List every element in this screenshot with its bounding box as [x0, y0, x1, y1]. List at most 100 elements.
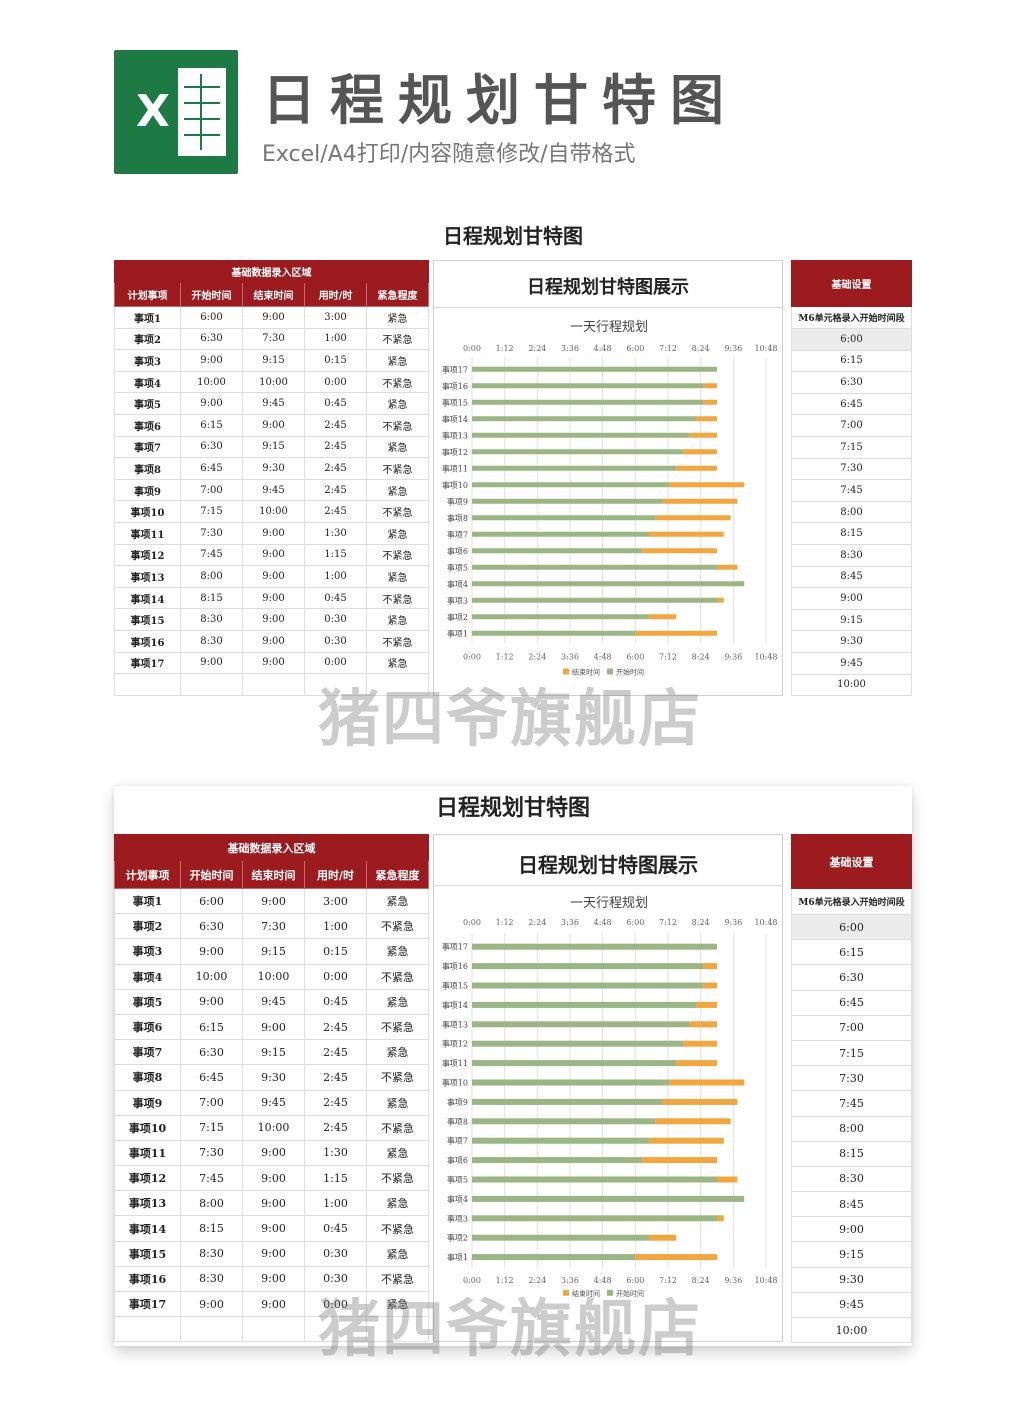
table-cell: 10:00	[242, 963, 305, 990]
table-cell: 紧急	[366, 435, 429, 459]
table-row: 事项1 6:00 9:00 3:00 紧急	[114, 306, 429, 329]
x-tick-label: 0:00	[463, 918, 481, 927]
bar-start-time	[472, 982, 704, 989]
table-cell: 紧急	[366, 349, 429, 372]
bar-duration	[648, 531, 724, 537]
table-cell: 紧急	[366, 306, 429, 329]
bar-duration	[717, 1215, 724, 1222]
y-category-label: 事项15	[442, 397, 468, 407]
table-cell: 6:00	[180, 887, 243, 915]
settings-value: 8:30	[791, 543, 912, 567]
table-cell: 0:15	[304, 938, 367, 965]
bar-start-time	[472, 1079, 670, 1086]
x-tick-label: 6:00	[626, 344, 644, 353]
settings-value: 9:30	[791, 1266, 912, 1293]
table-cell: 7:30	[242, 913, 305, 940]
table-cell: 事项7	[114, 435, 181, 459]
bar-start-time	[472, 1195, 745, 1202]
y-category-label: 事项4	[447, 1194, 468, 1204]
y-category-label: 事项15	[442, 981, 468, 991]
settings-row: 9:30	[791, 630, 912, 653]
x-tick-label: 2:24	[528, 344, 546, 353]
table-cell: 9:00	[242, 1165, 305, 1192]
bar-start-time	[472, 1001, 697, 1008]
x-tick-label: 0:00	[463, 1276, 481, 1285]
table-cell: 9:00	[242, 1215, 305, 1242]
bar-duration	[689, 432, 717, 438]
table-cell: 8:30	[180, 608, 243, 631]
y-category-label: 事项9	[447, 1097, 468, 1107]
table-row: 事项5 9:00 9:45 0:45 紧急	[114, 392, 429, 415]
table-cell: 事项1	[114, 306, 181, 329]
x-tick-label: 10:48	[754, 918, 777, 927]
table-cell: 事项16	[114, 629, 181, 653]
table-row: 事项13 8:00 9:00 1:00 紧急	[114, 1190, 429, 1217]
table-row: 事项11 7:30 9:00 1:30 紧急	[114, 521, 429, 545]
table-row: 事项8 6:45 9:30 2:45 不紧急	[114, 1064, 429, 1091]
table-cell: 事项12	[114, 543, 181, 567]
table-cell: 3:00	[304, 306, 367, 329]
legend-swatch-start	[607, 1289, 613, 1296]
bar-duration	[717, 1176, 738, 1183]
legend-swatch-start	[607, 668, 613, 675]
table-row: 事项15 8:30 9:00 0:30 紧急	[114, 1240, 429, 1267]
column-header: 开始时间	[180, 860, 243, 889]
data-table: 基础数据录入区域 计划事项 开始时间 结束时间 用时/时 紧急程度 事项1 6:00 9:00 3…	[114, 260, 429, 696]
x-tick-label: 9:36	[724, 344, 742, 353]
y-category-label: 事项10	[442, 480, 468, 490]
x-tick-label: 10:48	[754, 344, 777, 353]
legend-label: 开始时间	[616, 1289, 644, 1298]
table-cell: 不紧急	[366, 500, 429, 523]
settings-table: 基础设置 M6单元格录入开始时间段 6:00 6:15 6:30 6:45 7:00 7:15…	[791, 260, 912, 697]
bar-start-time	[472, 1234, 649, 1241]
x-tick-label: 7:12	[659, 1276, 677, 1285]
table-cell: 6:30	[180, 435, 243, 459]
settings-value: 8:00	[791, 1115, 912, 1142]
table-cell: 不紧急	[366, 457, 429, 480]
settings-row: 7:45	[791, 479, 912, 502]
excel-logo-icon: X	[114, 50, 238, 174]
table-row: 事项14 8:15 9:00 0:45 不紧急	[114, 1215, 429, 1242]
table-cell: 0:15	[304, 349, 367, 372]
table-cell: 9:00	[242, 1139, 305, 1167]
x-tick-label: 4:48	[594, 653, 612, 662]
y-category-label: 事项17	[442, 942, 468, 952]
table-cell: 2:45	[304, 457, 367, 480]
x-tick-label: 7:12	[659, 344, 677, 353]
y-category-label: 事项7	[447, 1136, 468, 1146]
table-cell: 6:45	[180, 457, 243, 480]
table-cell: 事项10	[114, 1114, 181, 1141]
bar-start-time	[472, 1254, 636, 1261]
table-cell: 事项13	[114, 565, 181, 588]
table-cell: 2:45	[304, 435, 367, 459]
settings-row: 7:00	[791, 1014, 912, 1041]
settings-row: 7:00	[791, 414, 912, 437]
table-row: 事项8 6:45 9:30 2:45 不紧急	[114, 457, 429, 480]
table-cell: 事项12	[114, 1165, 181, 1192]
x-tick-label: 0:00	[463, 653, 481, 662]
table-cell: 9:00	[242, 543, 305, 567]
table-cell: 9:00	[180, 349, 243, 372]
table-cell: 9:00	[242, 1013, 305, 1041]
table-cell: 9:15	[242, 1039, 305, 1066]
table-cell: 事项17	[114, 651, 181, 675]
table-cell: 事项14	[114, 1215, 181, 1242]
chart-panel-title: 日程规划甘特图展示	[527, 277, 689, 298]
table-row: 事项1 6:00 9:00 3:00 紧急	[114, 887, 429, 915]
settings-value: 7:15	[791, 1039, 912, 1067]
table-cell: 8:00	[180, 565, 243, 588]
x-tick-label: 9:36	[724, 653, 742, 662]
table-cell: 紧急	[366, 1089, 429, 1116]
settings-value: 10:00	[791, 1316, 912, 1344]
x-tick-label: 8:24	[692, 653, 710, 662]
bar-start-time	[472, 1118, 656, 1125]
empty-cell	[366, 1316, 429, 1343]
x-tick-label: 3:36	[561, 918, 579, 927]
bar-duration	[717, 564, 738, 570]
settings-value: 7:30	[791, 457, 912, 481]
table-cell: 9:00	[180, 392, 243, 415]
settings-value: 6:15	[791, 349, 912, 373]
table-cell: 紧急	[366, 392, 429, 415]
excel-logo-letter: X	[136, 86, 170, 137]
table-cell: 6:30	[180, 327, 243, 351]
